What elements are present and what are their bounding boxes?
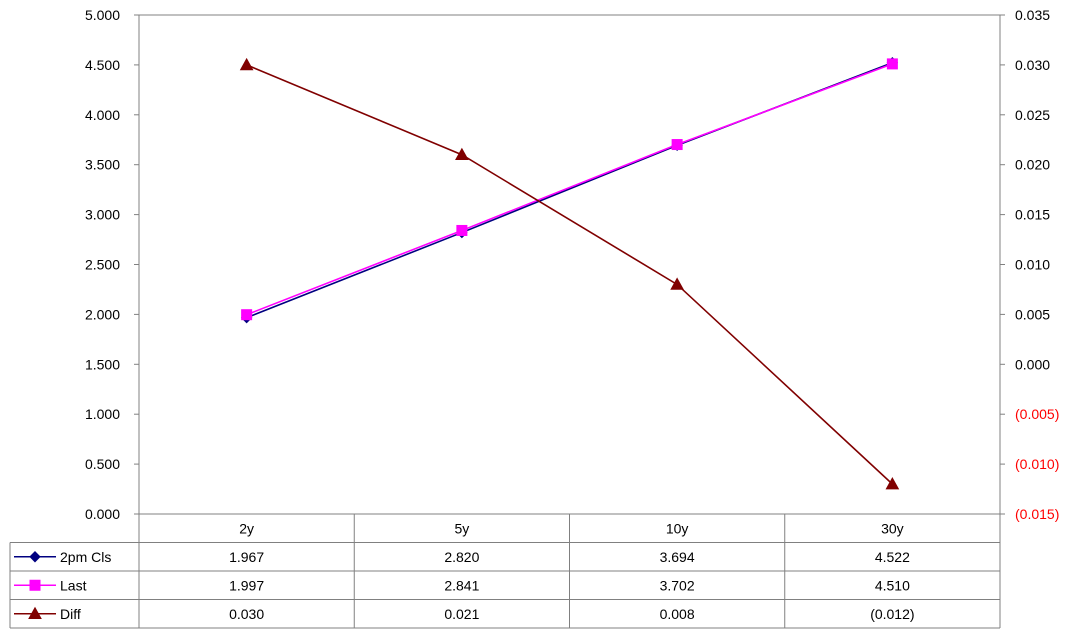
table-cell-last: 4.510 (875, 577, 910, 593)
category-label: 2y (239, 520, 254, 536)
category-label: 30y (881, 520, 904, 536)
table-cell-2pm-cls: 4.522 (875, 549, 910, 565)
data-point-diff (239, 57, 254, 71)
table-cell-2pm-cls: 3.694 (660, 549, 695, 565)
table-cell-diff: (0.012) (870, 606, 914, 622)
table-cell-diff: 0.021 (444, 606, 479, 622)
data-point-diff (670, 277, 684, 290)
left-axis-tick-label: 5.000 (85, 7, 120, 23)
left-axis-tick-label: 2.500 (85, 257, 120, 273)
table-cell-diff: 0.030 (229, 606, 264, 622)
right-axis-tick-label: 0.000 (1015, 356, 1050, 372)
category-label: 5y (454, 520, 469, 536)
left-axis-tick-label: 2.000 (85, 306, 120, 322)
table-cell-last: 1.997 (229, 577, 264, 593)
table-cell-2pm-cls: 2.820 (444, 549, 479, 565)
right-axis-tick-label: 0.030 (1015, 57, 1050, 73)
legend-marker-last (29, 579, 41, 591)
category-label: 10y (666, 520, 689, 536)
legend-label-diff: Diff (60, 606, 81, 622)
legend-label-2pm-cls: 2pm Cls (60, 549, 111, 565)
left-axis-tick-label: 4.500 (85, 57, 120, 73)
data-point-last (241, 309, 253, 321)
left-axis-tick-label: 1.500 (85, 356, 120, 372)
legend-marker-2pm-cls (29, 551, 41, 563)
right-axis-tick-label: (0.010) (1015, 456, 1059, 472)
legend-marker-diff (28, 606, 42, 620)
data-point-diff (885, 477, 900, 490)
left-axis-tick-label: 3.500 (85, 157, 120, 173)
right-axis-tick-label: 0.005 (1015, 306, 1050, 322)
left-axis-tick-label: 0.000 (85, 506, 120, 522)
table-cell-last: 2.841 (444, 577, 479, 593)
table-cell-last: 3.702 (660, 577, 695, 593)
left-axis-tick-label: 1.000 (85, 406, 120, 422)
series-line-diff (246, 64, 893, 485)
table-cell-diff: 0.008 (660, 606, 695, 622)
left-axis-tick-label: 3.000 (85, 207, 120, 223)
right-axis-tick-label: (0.005) (1015, 406, 1059, 422)
data-point-last (456, 224, 468, 236)
data-point-last (671, 139, 683, 151)
data-point-diff (455, 147, 469, 161)
table-cell-2pm-cls: 1.967 (229, 549, 264, 565)
left-axis-tick-label: 0.500 (85, 456, 120, 472)
series-line-last (246, 63, 893, 316)
left-axis-tick-label: 4.000 (85, 107, 120, 123)
right-axis-tick-label: 0.020 (1015, 157, 1050, 173)
right-axis-tick-label: 0.015 (1015, 207, 1050, 223)
right-axis-tick-label: 0.035 (1015, 7, 1050, 23)
right-axis-tick-label: 0.010 (1015, 257, 1050, 273)
right-axis-tick-label: 0.025 (1015, 107, 1050, 123)
plot-area-frame (138, 14, 1001, 515)
legend-label-last: Last (60, 577, 87, 593)
right-axis-tick-label: (0.015) (1015, 506, 1059, 522)
data-point-last (886, 58, 898, 70)
